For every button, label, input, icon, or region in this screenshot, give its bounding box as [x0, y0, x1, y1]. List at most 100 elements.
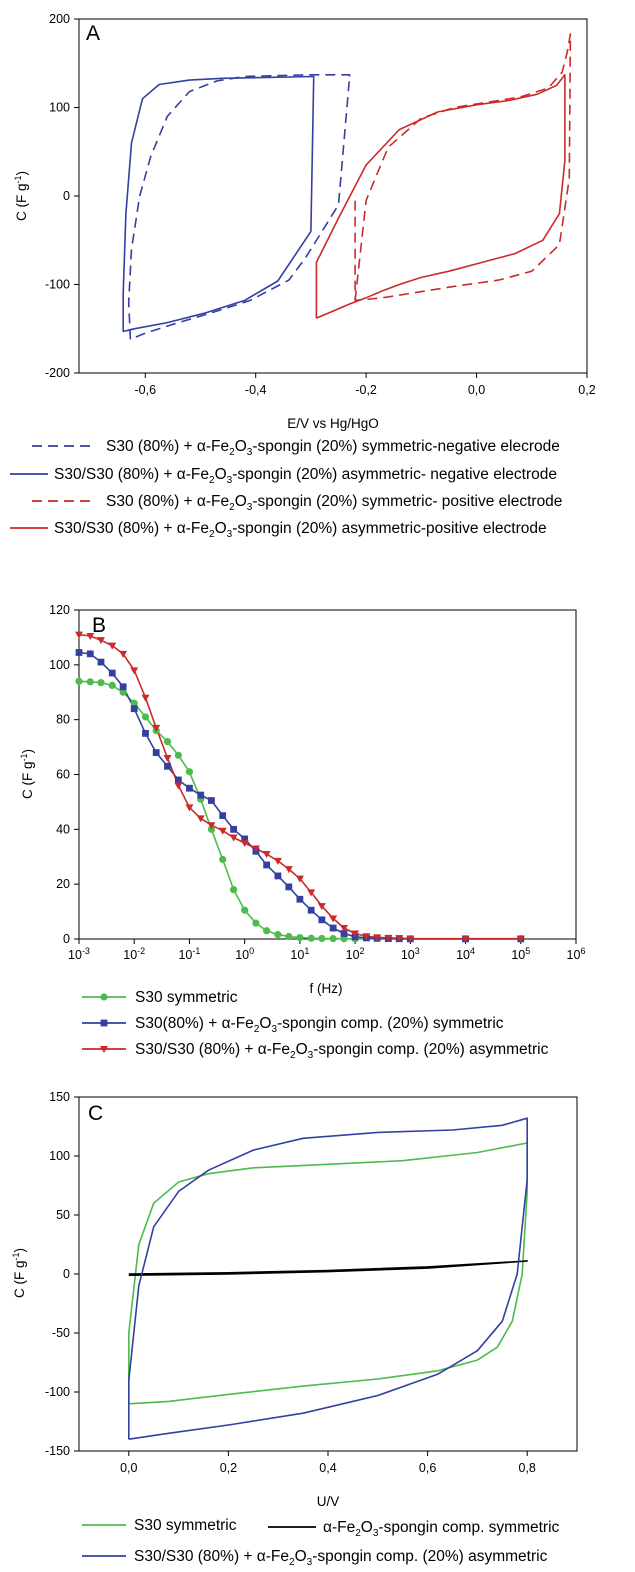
x-tick-label: 0,0: [120, 1461, 137, 1475]
panel-b-series-0-point: [185, 768, 194, 776]
panel-b-series-0-point: [241, 906, 249, 914]
panel-b-legend-label-1: S30(80%) + α-Fe2O3-spongin comp. (20%) s…: [135, 1015, 504, 1035]
y-tick-label: 0: [63, 189, 70, 203]
panel-b-series-2-point: [141, 694, 150, 702]
panel-b-series-0-point: [108, 681, 116, 689]
panel-a-x-axis-label: E/V vs Hg/HgO: [287, 416, 379, 431]
panel-b-series-1-point: [274, 872, 282, 880]
panel-b-series-0-point: [97, 679, 105, 687]
panel-b-series-0-point: [285, 932, 293, 941]
panel-b-series-0-point: [219, 855, 227, 864]
panel-b-series-1-point: [119, 683, 127, 691]
panel-b-series-2-point: [174, 782, 183, 790]
y-tick-label: 60: [56, 768, 70, 782]
panel-a-series-line-0: [127, 74, 351, 341]
panel-c-legend-label-1: α-Fe2O3-spongin comp. symmetric: [323, 1519, 560, 1539]
panel-a-label: A: [86, 22, 100, 45]
panel-a-frame: [78, 18, 588, 374]
panel-b-y-axis-label: C (F g-1): [19, 749, 35, 799]
panel-b-series-2-point: [516, 935, 525, 943]
panel-c: C -150 -100 -50 0 50 100 150 0,0 0,2 0,4 0,6 0,8 U/…: [11, 1090, 578, 1568]
panel-a-series-line-2: [354, 33, 572, 302]
panel-b-legend-marker-1: [100, 1019, 108, 1027]
panel-b-series-1-point: [340, 930, 348, 937]
panel-b-series-2-point: [75, 631, 83, 639]
panel-a-legend-label-3: S30/S30 (80%) + α-Fe2O3-spongin (20%) as…: [54, 520, 547, 540]
y-tick-label: 80: [56, 713, 70, 727]
y-tick-label: 0: [63, 1267, 70, 1281]
panel-b-series-1-point: [208, 797, 215, 804]
panel-b-series-2-point: [218, 827, 227, 835]
panel-b-series-0-point: [296, 934, 304, 942]
panel-c-x-axis-label: U/V: [317, 1494, 340, 1509]
panel-b-series-line-2: [78, 633, 521, 940]
y-tick-label: 100: [49, 101, 70, 115]
x-tick-label: 102: [346, 946, 365, 962]
y-tick-label: -100: [45, 1385, 70, 1399]
y-tick-label: -100: [45, 278, 70, 292]
y-tick-label: 100: [49, 1149, 70, 1163]
panel-b-series-1-point: [108, 669, 116, 677]
x-tick-label: 10-3: [68, 946, 90, 962]
panel-a-legend-label-1: S30/S30 (80%) + α-Fe2O3-spongin (20%) as…: [54, 466, 557, 486]
x-tick-label: 0,4: [319, 1461, 336, 1475]
panel-b-series-0-point: [86, 678, 94, 686]
panel-b: B 0 20 40 60 80 100 120 10-3 10-2 10-1 100 101 102 10…: [19, 603, 585, 1061]
panel-a-series-line-1: [122, 75, 315, 333]
y-tick-label: 50: [56, 1208, 70, 1222]
panel-b-series-2-point: [196, 815, 205, 823]
x-tick-label: 103: [401, 946, 420, 962]
panel-b-series-2-point: [284, 866, 293, 874]
panel-b-series-0-point: [329, 934, 337, 943]
panel-b-series-2-point: [307, 889, 316, 897]
x-tick-label: 0,6: [419, 1461, 436, 1475]
panel-b-series-1-point: [75, 649, 83, 656]
panel-b-series-1-point: [263, 861, 271, 869]
x-tick-label: 106: [567, 946, 586, 962]
panel-b-series-2-point: [351, 930, 360, 938]
panel-b-series-1-point: [318, 916, 326, 924]
x-tick-label: 0,2: [578, 383, 595, 397]
panel-b-series-2-point: [251, 845, 260, 853]
x-tick-label: 0,8: [519, 1461, 536, 1475]
panel-b-series-0-point: [318, 934, 326, 943]
x-tick-label: -0,2: [355, 383, 377, 397]
panel-b-legend: S30 symmetric S30(80%) + α-Fe2O3-spongin …: [82, 989, 549, 1061]
panel-b-series-0-point: [252, 919, 260, 927]
x-tick-label: -0,6: [134, 383, 156, 397]
panel-b-series-2-point: [240, 840, 249, 848]
panel-b-series-1-point: [152, 749, 160, 756]
panel-b-series-2-point: [152, 724, 161, 732]
y-tick-label: 100: [49, 658, 70, 672]
panel-c-series-line-2: [128, 1117, 529, 1440]
panel-a: A -200 -100 0 100 200 -0,6 -0,4 -0,2 0,0 0,2 E/V …: [10, 12, 596, 540]
y-tick-label: 20: [56, 877, 70, 891]
panel-b-frame: [78, 609, 577, 940]
panel-b-series-1-point: [197, 791, 205, 799]
panel-c-legend-label-0: S30 symmetric: [134, 1517, 237, 1534]
panel-b-series-0-point: [163, 738, 172, 746]
panel-a-series-line-3: [315, 74, 566, 319]
panel-b-series-0-point: [130, 699, 138, 707]
panel-b-series-2-point: [163, 755, 172, 763]
panel-b-series-0-point: [340, 935, 348, 943]
x-tick-label: 0,0: [468, 383, 485, 397]
panel-b-series-1-point: [307, 906, 315, 914]
panel-b-series-2-point: [384, 934, 393, 942]
panel-b-series-2-point: [108, 642, 117, 650]
panel-b-series-2-point: [373, 934, 382, 942]
panel-b-series-0-point: [229, 886, 238, 894]
x-tick-label: 100: [235, 946, 254, 962]
panel-c-y-axis-label: C (F g-1): [11, 1248, 27, 1298]
x-tick-label: 101: [290, 946, 309, 962]
panel-b-series-2-point: [329, 915, 338, 923]
panel-c-legend: S30 symmetric α-Fe2O3-spongin comp. symme…: [82, 1517, 560, 1568]
y-tick-label: 150: [49, 1090, 70, 1104]
panel-b-series-2-point: [362, 933, 371, 941]
panel-b-series-0-point: [75, 677, 83, 685]
panel-b-series-2-point: [130, 667, 139, 675]
panel-b-series-2-point: [340, 925, 349, 933]
panel-b-legend-label-0: S30 symmetric: [135, 989, 238, 1006]
panel-b-series-0-point: [174, 751, 182, 759]
